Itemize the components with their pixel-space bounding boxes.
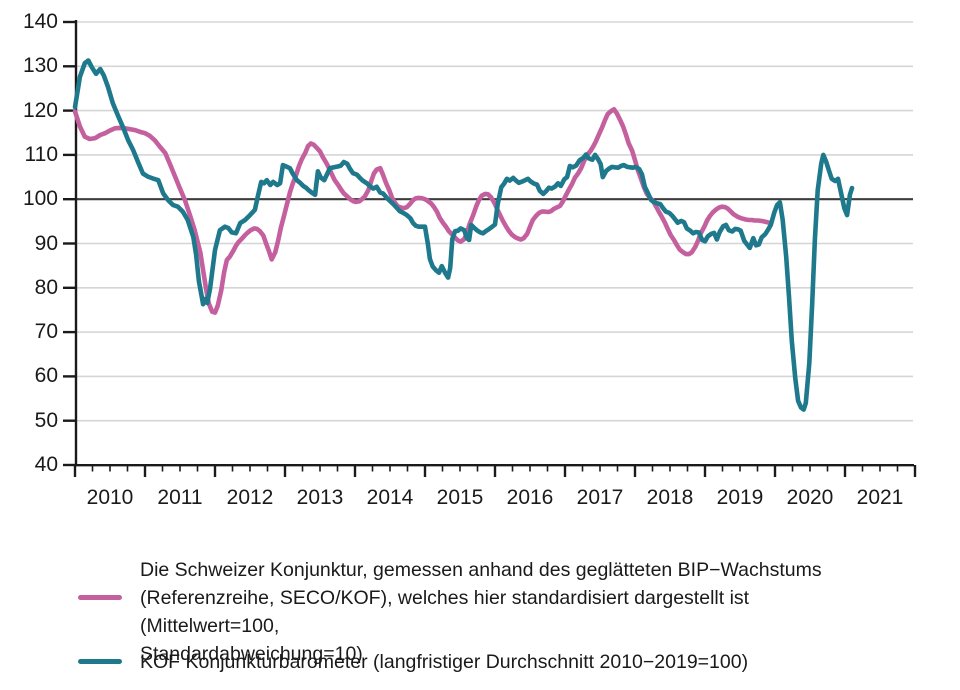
x-tick-label: 2017 [576,486,624,509]
x-tick-label: 2014 [366,486,414,509]
series-line-kof-barometer [72,58,855,412]
y-tick-label: 50 [34,408,58,432]
x-tick-label: 2012 [226,486,274,509]
y-tick-label: 90 [34,231,58,255]
x-tick-label: 2010 [86,486,134,509]
legend-label-kof-barometer: KOF Konjunkturbarometer (langfristiger D… [140,648,880,676]
series-line-reference-bip-series [72,107,773,315]
chart-svg [63,20,917,477]
y-tick-label: 70 [34,320,58,344]
x-tick-label: 2019 [716,486,764,509]
y-tick-label: 100 [22,187,58,211]
x-tick-label: 2021 [856,486,904,509]
y-tick-label: 120 [22,98,58,122]
y-tick-label: 140 [22,10,58,33]
legend-label-line: (Referenzreihe, SECO/KOF), welches hier … [140,587,750,637]
legend-label-line: KOF Konjunkturbarometer (langfristiger D… [140,651,749,673]
chart-area: 140 130 120 110 100 90 80 70 60 50 40 2010 2011 2012 2… [22,10,917,509]
legend-label-reference-series: Die Schweizer Konjunktur, gemessen anhan… [140,556,880,668]
y-tick-label: 110 [24,142,58,166]
x-tick-label: 2015 [436,486,484,509]
x-tick-label: 2018 [646,486,694,509]
legend-label-line: Die Schweizer Konjunktur, gemessen anhan… [140,559,822,581]
x-tick-label: 2016 [506,486,554,509]
y-tick-label: 60 [34,364,58,388]
y-tick-label: 130 [22,54,58,78]
x-tick-label: 2013 [296,486,344,509]
x-tick-label: 2020 [786,486,834,509]
legend-label-line: Standardabweichung=10) [140,643,363,665]
legend-swatch-kof-barometer [78,659,122,664]
x-tick-label: 2011 [157,486,203,509]
y-tick-label: 80 [34,275,58,299]
y-tick-label: 40 [34,453,58,476]
legend-swatch-reference-series [78,595,122,600]
